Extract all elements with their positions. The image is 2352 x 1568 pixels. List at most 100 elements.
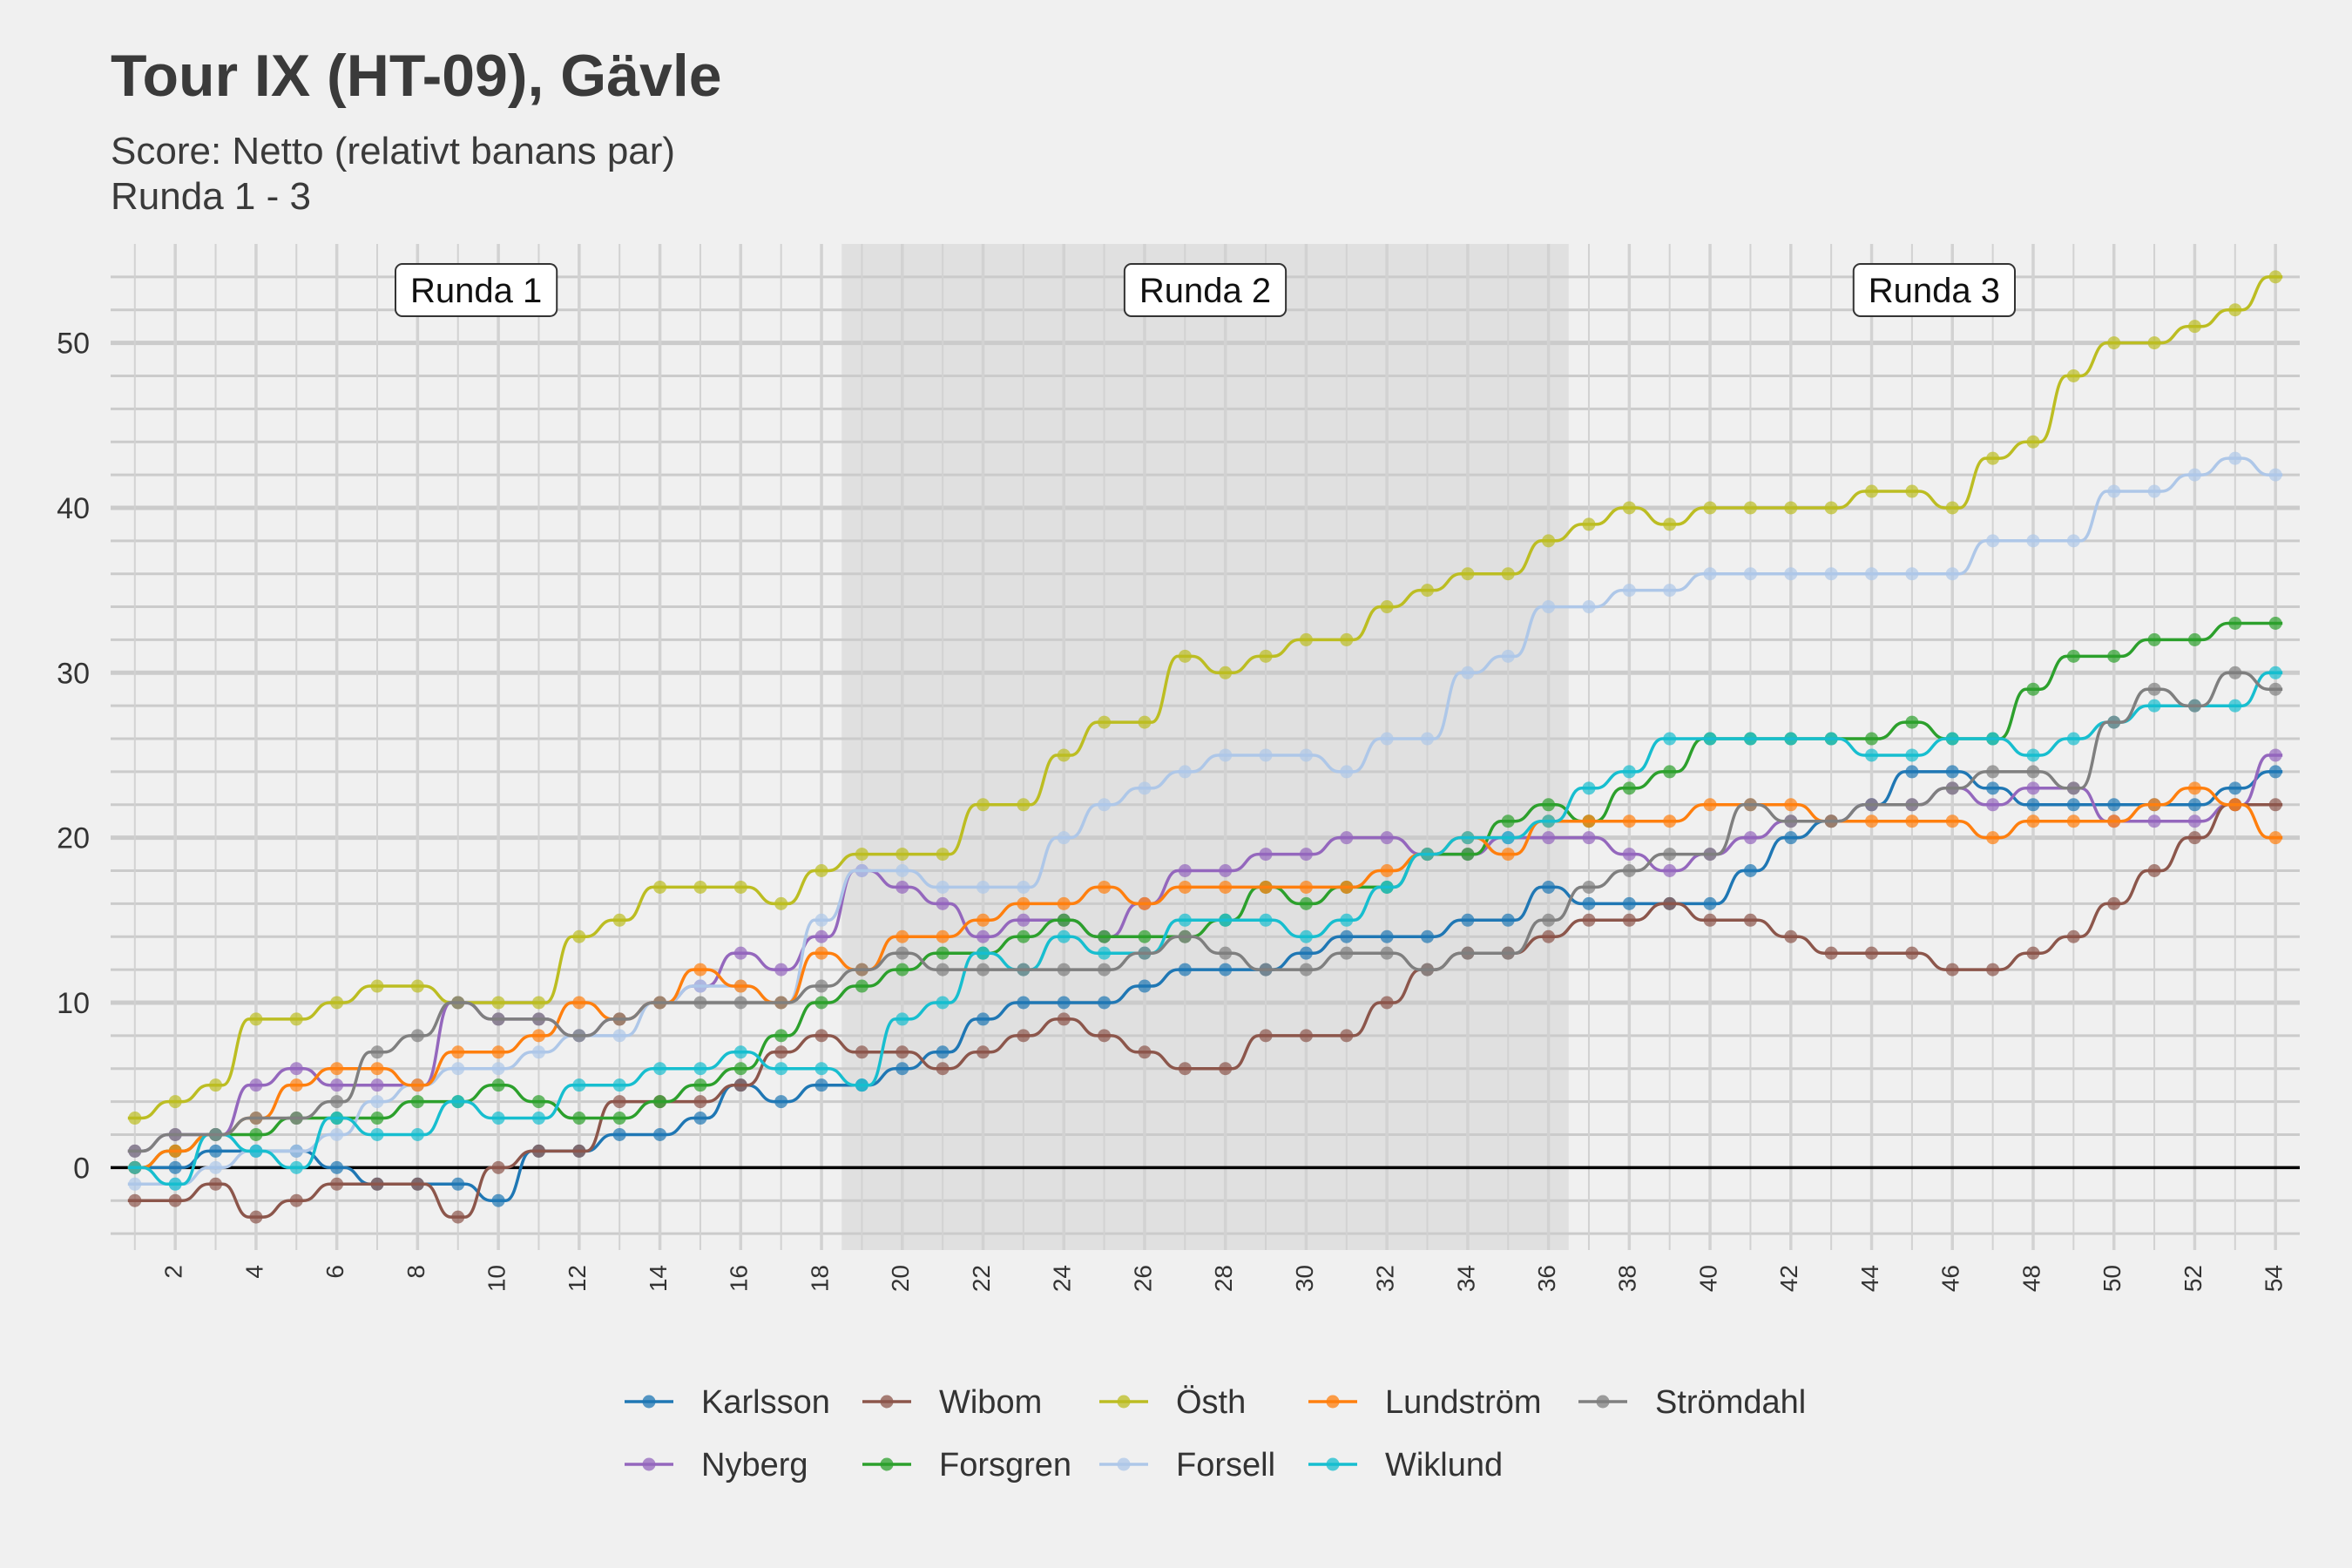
point-wiklund	[1703, 732, 1717, 746]
legend-item-wibom: Wibom	[862, 1384, 1042, 1421]
point-forsgren	[1299, 896, 1313, 910]
point-str-mdahl	[774, 996, 788, 1010]
point-wibom	[2147, 864, 2161, 878]
point-karlsson	[1582, 896, 1596, 910]
y-tick-label: 30	[57, 657, 90, 690]
point-wiklund	[1501, 831, 1515, 845]
point-karlsson	[2268, 765, 2282, 779]
point-lundstr-m	[1945, 814, 1959, 828]
point-wibom	[814, 1029, 828, 1043]
point-forsell	[855, 864, 868, 878]
point-wiklund	[1743, 732, 1757, 746]
point-lundstr-m	[2066, 814, 2080, 828]
point-forsell	[1743, 567, 1757, 581]
point-str-mdahl	[209, 1127, 223, 1141]
point--sth	[1098, 715, 1112, 729]
point-str-mdahl	[612, 1012, 626, 1026]
point-nyberg	[936, 896, 950, 910]
point-forsell	[814, 913, 828, 927]
point-str-mdahl	[1098, 963, 1112, 977]
point--sth	[2268, 270, 2282, 284]
point--sth	[1542, 534, 1556, 548]
point-str-mdahl	[653, 996, 667, 1010]
point-str-mdahl	[896, 946, 909, 960]
point--sth	[1986, 451, 2000, 465]
point-forsell	[1703, 567, 1717, 581]
point-forsgren	[249, 1127, 263, 1141]
point-str-mdahl	[249, 1112, 263, 1125]
point-lundstr-m	[1663, 814, 1677, 828]
point-str-mdahl	[410, 1029, 424, 1043]
point-forsgren	[936, 946, 950, 960]
point-forsell	[1138, 781, 1152, 795]
point--sth	[2228, 303, 2242, 317]
point-str-mdahl	[1380, 946, 1394, 960]
series-wibom	[127, 798, 2283, 1224]
point-str-mdahl	[1017, 963, 1031, 977]
point-lundstr-m	[491, 1045, 505, 1059]
legend-label: Nyberg	[701, 1447, 808, 1484]
point-forsell	[2228, 451, 2242, 465]
point-nyberg	[1663, 864, 1677, 878]
point-forsgren	[2107, 649, 2121, 663]
point--sth	[1622, 501, 1636, 515]
point-forsell	[1259, 748, 1273, 762]
point-str-mdahl	[1299, 963, 1313, 977]
point-nyberg	[774, 963, 788, 977]
point-str-mdahl	[330, 1095, 344, 1109]
point-wiklund	[1057, 929, 1071, 943]
x-tick-label: 26	[1129, 1265, 1156, 1292]
point-str-mdahl	[1945, 781, 1959, 795]
series-wiklund	[127, 666, 2283, 1191]
point-nyberg	[976, 929, 990, 943]
point-karlsson	[2066, 798, 2080, 812]
point-forsgren	[2187, 632, 2201, 646]
point-wiklund	[896, 1012, 909, 1026]
point--sth	[2187, 320, 2201, 334]
legend-item-forsell: Forsell	[1099, 1447, 1275, 1484]
round-shade-2	[841, 244, 1569, 1250]
point-wiklund	[2228, 699, 2242, 713]
point-forsell	[2187, 468, 2201, 482]
point-karlsson	[1178, 963, 1192, 977]
point-forsgren	[1663, 765, 1677, 779]
point-forsgren	[612, 1112, 626, 1125]
legend-label: Östh	[1176, 1384, 1246, 1421]
point-wibom	[1703, 913, 1717, 927]
legend-label: Wibom	[939, 1384, 1042, 1421]
point-forsell	[1501, 649, 1515, 663]
y-tick-label: 20	[57, 822, 90, 855]
subtitle-line-1: Score: Netto (relativt banans par)	[111, 130, 676, 172]
point-nyberg	[1299, 848, 1313, 862]
point-wiklund	[1865, 748, 1879, 762]
point-lundstr-m	[1057, 896, 1071, 910]
y-tick-label: 10	[57, 987, 90, 1020]
point-wiklund	[1582, 781, 1596, 795]
point-wiklund	[1542, 814, 1556, 828]
legend-key-point	[1117, 1395, 1131, 1409]
point-karlsson	[612, 1127, 626, 1141]
point--sth	[572, 929, 586, 943]
point-nyberg	[1542, 831, 1556, 845]
point-wibom	[1865, 946, 1879, 960]
point-karlsson	[1905, 765, 1919, 779]
point-str-mdahl	[1824, 814, 1838, 828]
point-forsgren	[2026, 682, 2040, 696]
point-str-mdahl	[1622, 864, 1636, 878]
point-nyberg	[1380, 831, 1394, 845]
point-forsgren	[370, 1112, 384, 1125]
point-forsgren	[814, 996, 828, 1010]
point-str-mdahl	[1905, 798, 1919, 812]
point-forsell	[1986, 534, 2000, 548]
point-wiklund	[1299, 929, 1313, 943]
point-karlsson	[1380, 929, 1394, 943]
point-wibom	[976, 1045, 990, 1059]
point-lundstr-m	[2268, 831, 2282, 845]
point--sth	[1299, 632, 1313, 646]
point-lundstr-m	[1178, 880, 1192, 894]
point-str-mdahl	[1865, 798, 1879, 812]
point-wibom	[1905, 946, 1919, 960]
point-wiklund	[612, 1078, 626, 1092]
point-str-mdahl	[2228, 666, 2242, 679]
point-lundstr-m	[1905, 814, 1919, 828]
